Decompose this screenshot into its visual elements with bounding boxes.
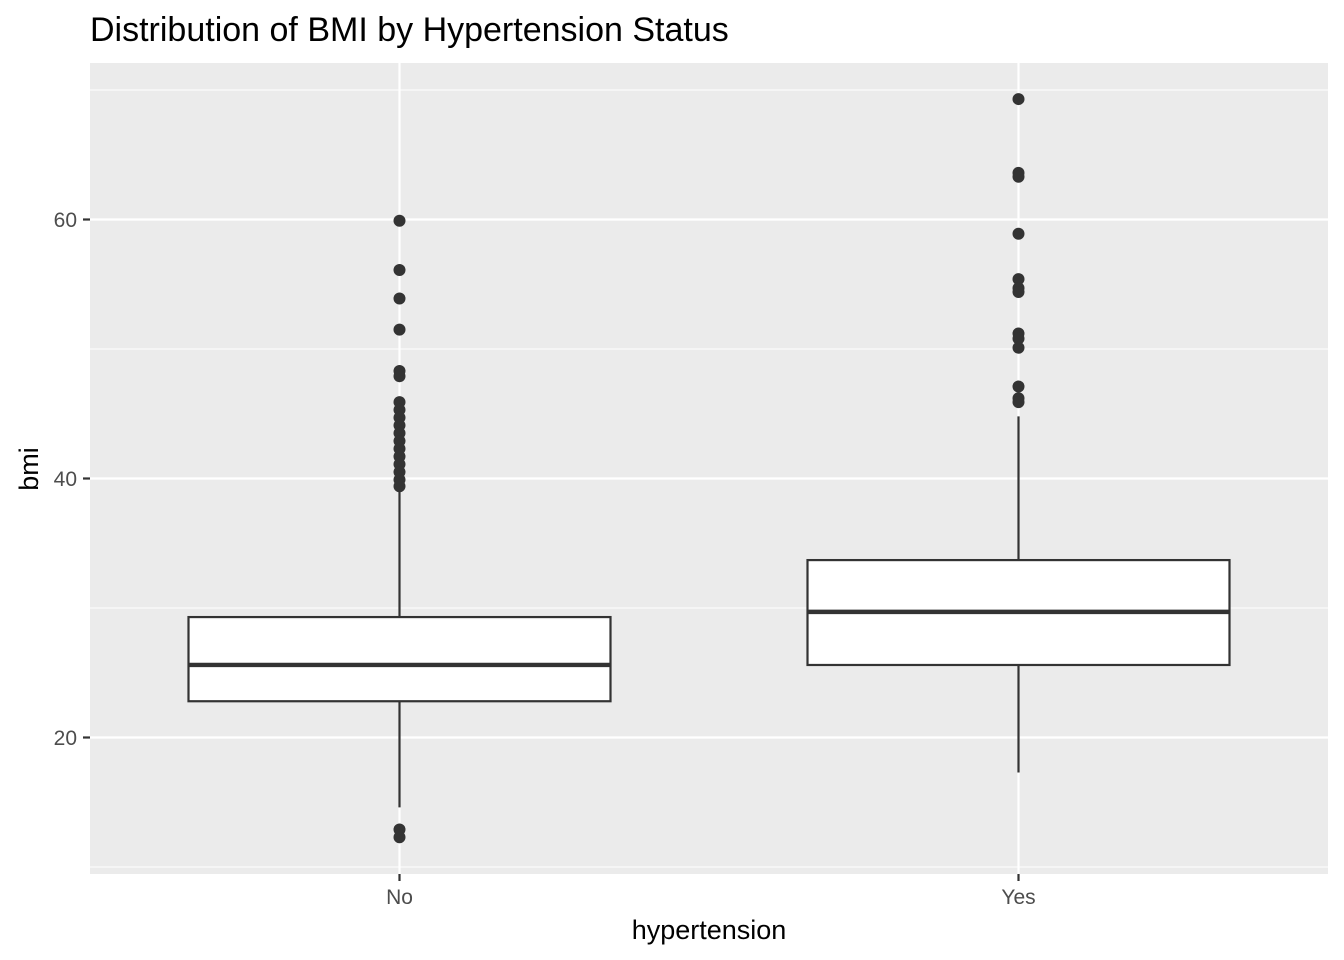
outlier-point (1012, 170, 1025, 183)
y-tick-label: 20 (54, 727, 77, 750)
y-tick-label: 60 (54, 209, 77, 232)
outlier-point (1012, 286, 1025, 299)
chart-title: Distribution of BMI by Hypertension Stat… (90, 11, 729, 49)
outlier-point (1012, 341, 1025, 354)
outlier-point (393, 831, 406, 844)
outlier-point (393, 264, 406, 277)
outlier-point (393, 214, 406, 227)
outlier-point (393, 370, 406, 383)
iqr-box (187, 615, 612, 703)
x-tick-label: No (386, 886, 413, 909)
outlier-point (393, 292, 406, 305)
outlier-point (1012, 332, 1025, 345)
x-tick-label: Yes (1001, 886, 1035, 909)
y-axis: 20 40 60 (54, 209, 90, 750)
box-yes (806, 93, 1231, 773)
x-axis: No Yes (386, 874, 1036, 909)
x-axis-title: hypertension (632, 915, 787, 945)
outlier-point (1012, 227, 1025, 240)
outlier-point (1012, 273, 1025, 286)
outlier-point (393, 323, 406, 336)
outlier-point (1012, 93, 1025, 106)
plot-panel (90, 63, 1328, 874)
outlier-point (393, 480, 406, 493)
box-no (187, 214, 612, 844)
y-axis-title: bmi (14, 447, 44, 491)
outlier-point (1012, 380, 1025, 393)
y-tick-label: 40 (54, 468, 77, 491)
outlier-point (1012, 396, 1025, 409)
boxplot-series (187, 93, 1231, 844)
